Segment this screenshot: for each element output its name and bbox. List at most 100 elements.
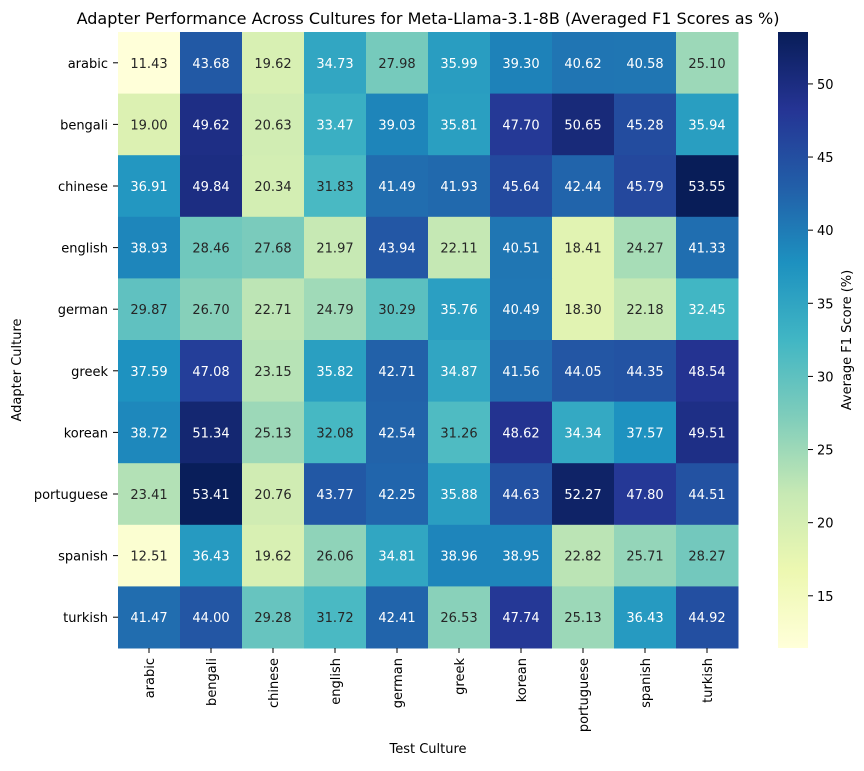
heatmap-cell [304, 340, 367, 403]
heatmap-cell [614, 586, 677, 649]
heatmap-cell-value: 24.27 [626, 242, 663, 257]
heatmap-cell [552, 340, 615, 403]
heatmap-cell-value: 31.72 [316, 611, 353, 626]
heatmap-cell [428, 32, 491, 95]
heatmap-cell-value: 43.68 [192, 57, 229, 72]
heatmap-cell-value: 35.88 [440, 488, 477, 503]
y-tick-label: arabic [68, 57, 108, 72]
heatmap-cell-value: 23.41 [130, 488, 167, 503]
heatmap-cell [118, 586, 181, 649]
heatmap-cell [490, 340, 553, 403]
heatmap-cell [242, 524, 305, 587]
y-tick-label: english [61, 242, 108, 257]
heatmap-cell-value: 44.05 [564, 365, 601, 380]
heatmap-cell [180, 340, 243, 403]
heatmap-cell [614, 93, 677, 156]
heatmap-cell [428, 155, 491, 218]
heatmap-cell-value: 35.76 [440, 303, 477, 318]
heatmap-cell [118, 93, 181, 156]
colorbar-ticks: 15 20 25 30 35 40 45 50 [808, 78, 834, 605]
colorbar [778, 32, 808, 648]
heatmap-cell [180, 32, 243, 95]
heatmap-cell [676, 93, 739, 156]
heatmap-cell [118, 155, 181, 218]
heatmap-cell [366, 401, 429, 464]
heatmap-cell [552, 586, 615, 649]
heatmap-cell-value: 47.80 [626, 488, 663, 503]
heatmap-cell [428, 524, 491, 587]
heatmap-cell-value: 42.25 [378, 488, 415, 503]
heatmap-cell-value: 12.51 [130, 550, 167, 565]
y-tick-label: chinese [58, 180, 108, 195]
heatmap-cell [490, 93, 553, 156]
heatmap-cell [118, 32, 181, 95]
heatmap-cell-value: 19.62 [254, 550, 291, 565]
heatmap-cell [180, 586, 243, 649]
colorbar-tick-label: 15 [817, 590, 834, 605]
y-tick-label: korean [64, 426, 108, 441]
heatmap-cell [490, 155, 553, 218]
heatmap-cell-value: 38.93 [130, 242, 167, 257]
x-tick-label: chinese [267, 658, 282, 708]
heatmap-cell-value: 43.77 [316, 488, 353, 503]
heatmap-cell [552, 278, 615, 341]
heatmap-cell [614, 32, 677, 95]
heatmap-cell-value: 29.28 [254, 611, 291, 626]
heatmap-cell-value: 41.56 [502, 365, 539, 380]
heatmap-cell [304, 278, 367, 341]
heatmap-cell [180, 463, 243, 526]
heatmap-cell-value: 27.98 [378, 57, 415, 72]
heatmap-cell-value: 44.00 [192, 611, 229, 626]
heatmap-cell-value: 38.96 [440, 550, 477, 565]
heatmap-cell [552, 216, 615, 279]
y-tick-label: bengali [60, 118, 108, 133]
heatmap-cell-value: 53.55 [688, 180, 725, 195]
heatmap-cell [180, 93, 243, 156]
heatmap-cell-value: 49.51 [688, 426, 725, 441]
colorbar-tick-label: 45 [817, 151, 834, 166]
heatmap-cell [118, 463, 181, 526]
heatmap-cell-value: 48.54 [688, 365, 725, 380]
heatmap-cell-value: 45.79 [626, 180, 663, 195]
heatmap-cell-value: 42.71 [378, 365, 415, 380]
heatmap-cell [428, 463, 491, 526]
heatmap-cell-value: 44.63 [502, 488, 539, 503]
heatmap-cell-value: 26.53 [440, 611, 477, 626]
heatmap-cell [304, 524, 367, 587]
heatmap-cell-value: 42.54 [378, 426, 415, 441]
x-tick-label: bengali [205, 658, 220, 706]
heatmap-cell-value: 27.68 [254, 242, 291, 257]
heatmap-cell-value: 31.26 [440, 426, 477, 441]
heatmap-cell [118, 401, 181, 464]
heatmap-cell [490, 586, 553, 649]
heatmap-cell [366, 155, 429, 218]
heatmap-cell-value: 40.58 [626, 57, 663, 72]
chart-title: Adapter Performance Across Cultures for … [77, 9, 780, 28]
colorbar-tick-label: 40 [817, 224, 834, 239]
heatmap-cell-value: 33.47 [316, 118, 353, 133]
heatmap-cell-value: 39.30 [502, 57, 539, 72]
heatmap-cell [304, 463, 367, 526]
heatmap-cell [242, 586, 305, 649]
heatmap-cell [428, 401, 491, 464]
heatmap-cell-value: 24.79 [316, 303, 353, 318]
heatmap-cell-value: 32.08 [316, 426, 353, 441]
heatmap-cell-value: 19.00 [130, 118, 167, 133]
heatmap-cell-value: 34.34 [564, 426, 601, 441]
heatmap-cell [180, 216, 243, 279]
heatmap-cell [676, 524, 739, 587]
heatmap-cell-value: 18.41 [564, 242, 601, 257]
heatmap-cell-value: 52.27 [564, 488, 601, 503]
x-tick-label: english [329, 658, 344, 705]
heatmap-cell-value: 22.71 [254, 303, 291, 318]
heatmap-cell [366, 32, 429, 95]
heatmap-cell-value: 41.47 [130, 611, 167, 626]
heatmap-cell-value: 26.70 [192, 303, 229, 318]
heatmap-cell-value: 40.51 [502, 242, 539, 257]
heatmap-cell-value: 36.43 [192, 550, 229, 565]
heatmap-cell-value: 19.62 [254, 57, 291, 72]
heatmap-cell [118, 524, 181, 587]
y-tick-label: german [58, 303, 108, 318]
heatmap-cell-value: 44.51 [688, 488, 725, 503]
x-tick-label: portuguese [577, 658, 592, 732]
